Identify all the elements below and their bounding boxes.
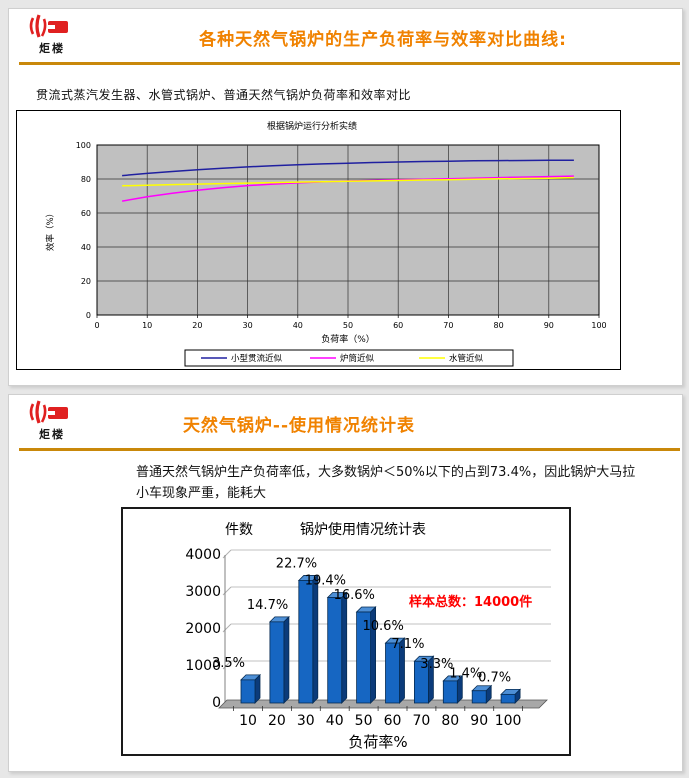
line-chart-svg: 根据锅炉运行分析实绩 0 20 40 60 80 100 0 10 20 30 40 50 60 70 80 9… <box>45 120 607 367</box>
header-rule <box>19 62 680 65</box>
slide-1: 炬楼 各种天然气锅炉的生产负荷率与效率对比曲线: 贯流式蒸汽发生器、水管式锅炉、… <box>8 8 683 386</box>
svg-text:70: 70 <box>443 321 453 330</box>
svg-text:50: 50 <box>343 321 353 330</box>
bar-value-label: 3.5% <box>212 656 245 671</box>
company-logo: 炬楼 <box>25 399 79 440</box>
logo-text: 炬楼 <box>39 42 65 55</box>
svg-text:3000: 3000 <box>185 584 221 600</box>
svg-text:40: 40 <box>81 243 91 252</box>
svg-text:0: 0 <box>94 321 99 330</box>
legend-label: 炉筒近似 <box>340 353 375 364</box>
svg-text:80: 80 <box>494 321 504 330</box>
svg-text:30: 30 <box>243 321 253 330</box>
svg-text:100: 100 <box>495 713 522 729</box>
bar-value-label: 1.4% <box>449 667 482 682</box>
bar-value-label: 19.4% <box>305 574 346 589</box>
company-logo: 炬楼 <box>25 13 79 54</box>
series-line <box>122 159 574 177</box>
legend-label: 小型贯流近似 <box>231 353 283 364</box>
bar-value-label: 10.6% <box>363 619 404 634</box>
svg-text:90: 90 <box>544 321 554 330</box>
svg-text:40: 40 <box>293 321 303 330</box>
svg-text:20: 20 <box>268 713 286 729</box>
x-axis-label: 负荷率（%） <box>321 333 375 345</box>
bar-value-label: 14.7% <box>247 598 288 613</box>
svg-text:30: 30 <box>297 713 315 729</box>
bar-chart-svg: 锅炉使用情况统计表 件数 0 1000 2000 3000 4000 3.5% 10 14.7% 2… <box>185 521 551 751</box>
svg-text:100: 100 <box>591 321 606 330</box>
svg-text:1000: 1000 <box>185 658 221 674</box>
svg-text:80: 80 <box>81 175 91 184</box>
bar <box>500 693 516 704</box>
header-rule <box>19 448 680 451</box>
slide2-body-text: 普通天然气锅炉生产负荷率低，大多数锅炉＜50%以下的占到73.4%，因此锅炉大马… <box>136 465 636 501</box>
svg-text:10: 10 <box>239 713 257 729</box>
svg-text:90: 90 <box>470 713 488 729</box>
slide2-title: 天然气锅炉--使用情况统计表 <box>182 416 416 436</box>
legend-label: 水管近似 <box>449 353 484 364</box>
svg-text:40: 40 <box>326 713 344 729</box>
slide1-title: 各种天然气锅炉的生产负荷率与效率对比曲线: <box>199 30 567 50</box>
bar <box>269 621 285 704</box>
flame-logo-icon <box>29 400 68 424</box>
bar <box>240 679 256 704</box>
svg-text:0: 0 <box>86 311 91 320</box>
y-axis-title: 件数 <box>225 522 253 538</box>
series-line <box>122 176 574 187</box>
logo-text: 炬楼 <box>39 428 65 441</box>
svg-text:10: 10 <box>142 321 152 330</box>
svg-text:60: 60 <box>393 321 403 330</box>
bar <box>327 597 343 704</box>
svg-text:20: 20 <box>81 277 91 286</box>
bar-value-label: 3.3% <box>420 657 453 672</box>
sample-total-annotation: 样本总数：14000件 <box>409 594 532 610</box>
svg-text:80: 80 <box>441 713 459 729</box>
line-chart-title: 根据锅炉运行分析实绩 <box>267 120 357 132</box>
svg-text:70: 70 <box>412 713 430 729</box>
bar-value-label: 16.6% <box>334 588 375 603</box>
bar-value-label: 0.7% <box>478 670 511 685</box>
bar <box>356 611 372 704</box>
bar <box>385 642 400 704</box>
svg-text:60: 60 <box>81 209 91 218</box>
x-axis-title: 负荷率% <box>348 733 407 751</box>
bar-chart-frame: 锅炉使用情况统计表 件数 0 1000 2000 3000 4000 3.5% 10 14.7% 2… <box>121 507 571 756</box>
svg-text:50: 50 <box>355 713 373 729</box>
slide-2: 炬楼 天然气锅炉--使用情况统计表 普通天然气锅炉生产负荷率低，大多数锅炉＜50… <box>8 394 683 772</box>
slide1-subtitle: 贯流式蒸汽发生器、水管式锅炉、普通天然气锅炉负荷率和效率对比 <box>36 88 412 102</box>
bar <box>442 680 458 704</box>
y-axis-label: 效率（%） <box>45 209 56 251</box>
bar <box>298 580 314 704</box>
svg-text:4000: 4000 <box>185 547 221 563</box>
svg-text:2000: 2000 <box>185 621 221 637</box>
svg-text:20: 20 <box>192 321 202 330</box>
svg-text:0: 0 <box>212 695 221 711</box>
svg-text:100: 100 <box>76 141 91 150</box>
bar-value-label: 7.1% <box>391 637 424 652</box>
bar-chart-title: 锅炉使用情况统计表 <box>300 521 426 538</box>
chart-floor <box>218 699 548 709</box>
bar <box>413 660 429 704</box>
line-chart-frame: 根据锅炉运行分析实绩 0 20 40 60 80 100 0 10 20 30 40 50 60 70 80 9… <box>16 110 621 370</box>
bar <box>471 690 487 704</box>
flame-logo-icon <box>29 14 68 38</box>
bar-value-label: 22.7% <box>276 556 317 571</box>
svg-text:60: 60 <box>384 713 402 729</box>
legend-box <box>184 349 514 367</box>
